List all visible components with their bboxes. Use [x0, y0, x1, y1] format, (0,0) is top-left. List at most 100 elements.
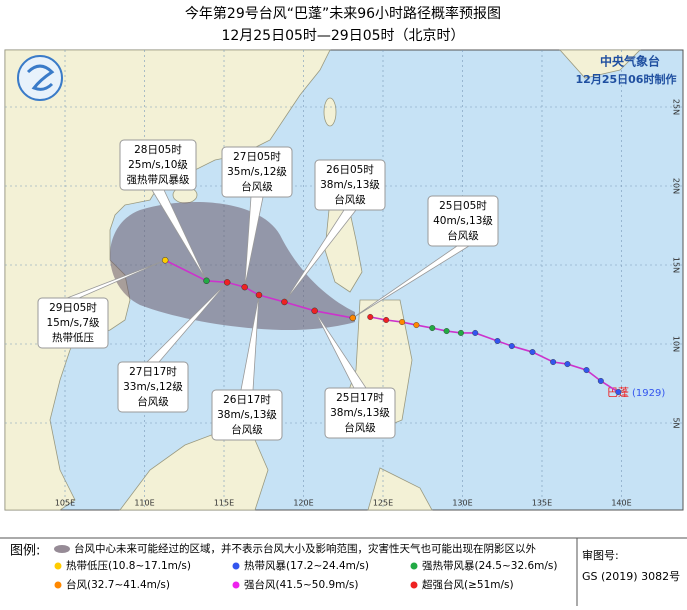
callout-wind: 25m/s,10级 [128, 159, 188, 171]
lon-tick-label: 105E [55, 499, 75, 508]
legend-label: 台风(32.7~41.4m/s) [66, 578, 170, 591]
lat-tick-label: 10N [672, 336, 681, 352]
lat-tick-label: 25N [672, 99, 681, 115]
forecast-point [241, 283, 248, 291]
legend-swatch [232, 562, 240, 570]
forecast-point [161, 257, 169, 264]
lon-tick-label: 140E [611, 499, 631, 508]
callout-box [117, 361, 189, 413]
callout-box [221, 146, 293, 198]
observed-point [564, 361, 571, 368]
observed-point [550, 359, 557, 366]
observed-track [370, 316, 619, 393]
title: 今年第29号台风“巴蓬”未来96小时路径概率预报图 [185, 5, 501, 22]
callout-box [314, 159, 386, 211]
callout-time: 25日17时 [336, 392, 384, 404]
callout-time: 27日05时 [233, 151, 281, 163]
callout-wind: 38m/s,13级 [330, 407, 390, 419]
callout-level: 台风级 [334, 193, 366, 206]
lon-tick-label: 120E [293, 499, 313, 508]
legend-label: 强热带风暴(24.5~32.6m/s) [422, 559, 558, 572]
lat-tick-label: 5N [672, 417, 681, 428]
forecast-point [281, 298, 288, 306]
legend-swatch [232, 581, 240, 589]
legend-title: 图例: [10, 544, 40, 559]
lon-tick-label: 125E [373, 499, 393, 508]
map-area [4, 49, 684, 511]
lon-tick-label: 115E [214, 499, 234, 508]
lat-tick-label: 15N [672, 257, 681, 273]
observed-point [429, 325, 436, 332]
callout-time: 28日05时 [134, 144, 182, 156]
legend-label: 热带低压(10.8~17.1m/s) [66, 559, 191, 572]
callout-wind: 35m/s,12级 [227, 166, 287, 178]
review-code: GS (2019) 3082号 [582, 570, 680, 583]
callout-box [211, 389, 283, 441]
agency: 中央气象台 [600, 54, 660, 69]
track [161, 257, 622, 396]
observed-point [383, 316, 390, 323]
legend-cone-icon [54, 545, 70, 553]
lon-tick-label: 135E [532, 499, 552, 508]
callout-box [37, 297, 109, 349]
probability-cone [110, 202, 355, 330]
observed-point [413, 322, 420, 329]
typhoon-code: (1929) [632, 388, 665, 399]
land-taiwan [323, 97, 337, 127]
callout-box [324, 387, 396, 439]
callout-time: 26日05时 [326, 164, 374, 176]
callout-level: 台风级 [241, 180, 273, 193]
review-label: 审图号: [582, 548, 619, 562]
observed-point [367, 313, 374, 320]
callout-time: 27日17时 [129, 366, 177, 378]
forecast-track [164, 259, 353, 319]
callout-time: 26日17时 [223, 394, 271, 406]
logo [17, 55, 63, 101]
forecast-point [223, 279, 231, 286]
observed-point [529, 349, 536, 356]
callout-box [119, 139, 197, 191]
callout-level: 台风级 [447, 229, 479, 242]
legend-swatch [410, 581, 418, 589]
callout-level: 台风级 [231, 423, 263, 436]
callout-wind: 33m/s,12级 [123, 381, 183, 393]
legend-label: 强台风(41.5~50.9m/s) [244, 578, 359, 591]
forecast-point [255, 291, 263, 299]
legend: 图例: 台风中心未来可能经过的区域，并不表示台风大小及影响范围，灾害性天气也可能… [0, 537, 687, 606]
land-japan [559, 49, 641, 79]
observed-point [457, 329, 464, 336]
lat-tick-label: 20N [672, 178, 681, 194]
callouts: 25日05时40m/s,13级台风级25日17时38m/s,13级台风级26日0… [37, 139, 499, 441]
callout-level: 强热带风暴级 [127, 173, 190, 186]
callout-wind: 38m/s,13级 [320, 179, 380, 191]
observed-point [443, 328, 450, 335]
land-sulawesi [367, 467, 433, 511]
land-mainland [4, 49, 331, 511]
callout-time: 25日05时 [439, 200, 487, 212]
subtitle: 12月25日05时—29日05时（北京时） [221, 28, 464, 44]
callout-wind: 40m/s,13级 [433, 215, 493, 227]
callout-level: 热带低压 [52, 331, 94, 344]
legend-label: 热带风暴(17.2~24.4m/s) [244, 559, 369, 572]
observed-point [583, 367, 590, 374]
callout-wind: 15m/s,7级 [46, 317, 100, 329]
issued: 12月25日06时制作 [576, 72, 677, 86]
legend-swatch [54, 581, 62, 589]
legend-swatch [54, 562, 62, 570]
legend-swatch [410, 562, 418, 570]
forecast-point [349, 314, 357, 322]
lon-tick-label: 130E [452, 499, 472, 508]
callout-box [427, 195, 499, 247]
observed-point [494, 337, 501, 344]
callout-wind: 38m/s,13级 [217, 409, 277, 421]
grid: 105E 110E 115E 120E 125E 130E 135E 140E 25N 20N 15… [5, 50, 683, 510]
callout-time: 29日05时 [49, 302, 97, 314]
forecast-point [311, 307, 318, 315]
observed-point [472, 329, 479, 336]
legend-cone: 台风中心未来可能经过的区域，并不表示台风大小及影响范围，灾害性天气也可能出现在阴… [74, 542, 536, 555]
observed-point [508, 343, 515, 350]
forecast-point [203, 277, 210, 285]
observed-point [615, 389, 622, 396]
